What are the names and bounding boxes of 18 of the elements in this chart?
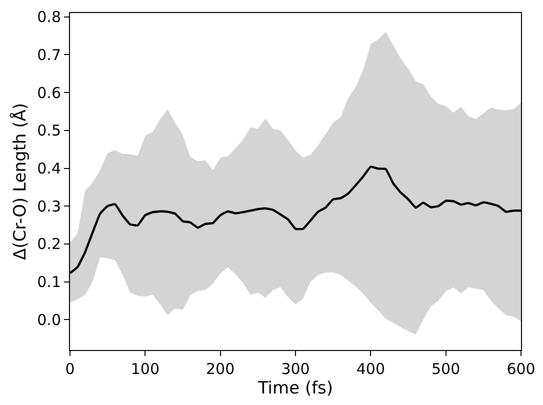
x-tick-label: 200 [206,360,235,378]
y-axis-title: Δ(Cr-O) Length (Å) [10,103,31,260]
y-tick-label: 0.2 [37,235,61,254]
y-tick-label: 0.0 [37,310,61,329]
y-tick-label: 0.8 [37,8,61,26]
x-tick-label: 500 [432,360,460,378]
y-tick-label: 0.6 [37,84,61,102]
x-tick-label: 300 [281,360,310,378]
x-tick-label: 600 [506,360,536,378]
x-tick-label: 100 [130,360,160,378]
y-tick-label: 0.1 [37,273,61,292]
y-tick-label: 0.3 [37,197,61,216]
x-tick-label: 0 [65,360,75,378]
x-axis-title: Time (fs) [256,378,334,398]
y-tick-label: 0.4 [37,160,61,178]
y-tick-label: 0.5 [37,122,61,140]
x-tick-label: 400 [356,360,385,378]
y-tick-label: 0.7 [37,46,61,64]
